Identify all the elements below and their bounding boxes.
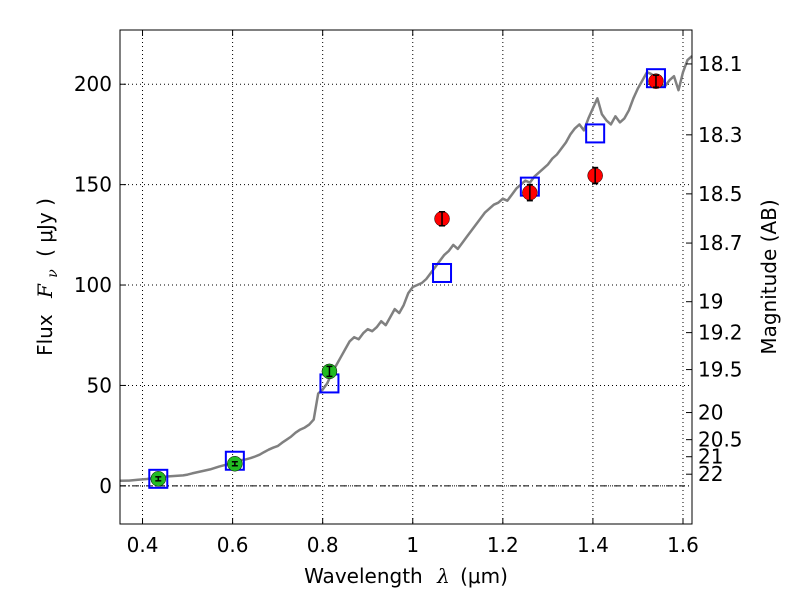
- magnitude-tick-label: 22: [698, 462, 723, 486]
- magnitude-tick-label: 19.5: [698, 358, 743, 382]
- y2-axis-title: Magnitude (AB): [757, 199, 781, 354]
- y-tick-label: 50: [87, 373, 112, 397]
- x-tick-label: 0.4: [127, 533, 159, 557]
- x-tick-label: 1.6: [667, 533, 699, 557]
- plot-series: [119, 55, 693, 489]
- x-axis-title: Wavelength λ (μm): [304, 564, 508, 588]
- x-tick-label: 0.8: [307, 533, 339, 557]
- magnitude-tick-label: 20: [698, 401, 723, 425]
- grid-lines: [120, 30, 692, 524]
- magnitude-tick-label: 20.5: [698, 428, 743, 452]
- y-axis-label: Flux: [33, 314, 57, 356]
- magnitude-tick-label: 18.7: [698, 231, 743, 255]
- x-tick-label: 1: [406, 533, 419, 557]
- y-tick-label: 100: [74, 273, 112, 297]
- x-axis-symbol: λ: [436, 564, 450, 588]
- x-tick-label: 1.2: [487, 533, 519, 557]
- model-spectrum-line: [119, 55, 693, 483]
- x-tick-label: 1.4: [577, 533, 609, 557]
- model-photometry-square: [148, 468, 169, 489]
- magnitude-tick-label: 18.5: [698, 182, 743, 206]
- y-axis-subscript: ν: [45, 269, 61, 278]
- y-tick-label: 200: [74, 72, 112, 96]
- magnitude-tick-label: 19: [698, 290, 723, 314]
- model-photometry-square: [432, 262, 453, 283]
- y-ticks: 0 50 100 150 200: [74, 72, 126, 498]
- magnitude-tick-label: 21: [698, 445, 723, 469]
- magnitude-tick-label: 19.2: [698, 321, 743, 345]
- x-tick-label: 0.6: [217, 533, 249, 557]
- y-axis-unit: ( μJy ): [33, 198, 57, 257]
- model-photometry-square: [585, 123, 606, 144]
- y-tick-label: 0: [99, 474, 112, 498]
- x-axis-label: Wavelength: [304, 564, 423, 588]
- magnitude-tick-label: 18.3: [698, 123, 743, 147]
- plot-frame: [119, 29, 693, 525]
- x-ticks: 0.4 0.6 0.8 1 1.2 1.4 1.6: [127, 30, 699, 557]
- y-tick-label: 150: [74, 173, 112, 197]
- y-axis-symbol: F: [33, 283, 57, 299]
- x-axis-unit: (μm): [460, 564, 508, 588]
- magnitude-tick-label: 18.1: [698, 52, 743, 76]
- y-axis-title: Flux F ν ( μJy ): [33, 198, 62, 356]
